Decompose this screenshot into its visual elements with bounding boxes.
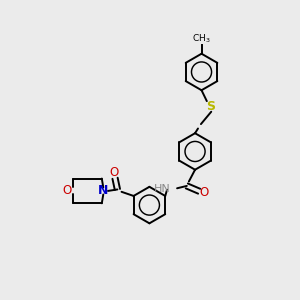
Text: O: O xyxy=(109,167,118,179)
Text: CH$_3$: CH$_3$ xyxy=(192,32,211,45)
Text: HN: HN xyxy=(154,184,171,194)
Text: N: N xyxy=(98,184,109,197)
Text: S: S xyxy=(206,100,215,113)
Text: O: O xyxy=(200,186,209,199)
Text: O: O xyxy=(62,184,71,197)
